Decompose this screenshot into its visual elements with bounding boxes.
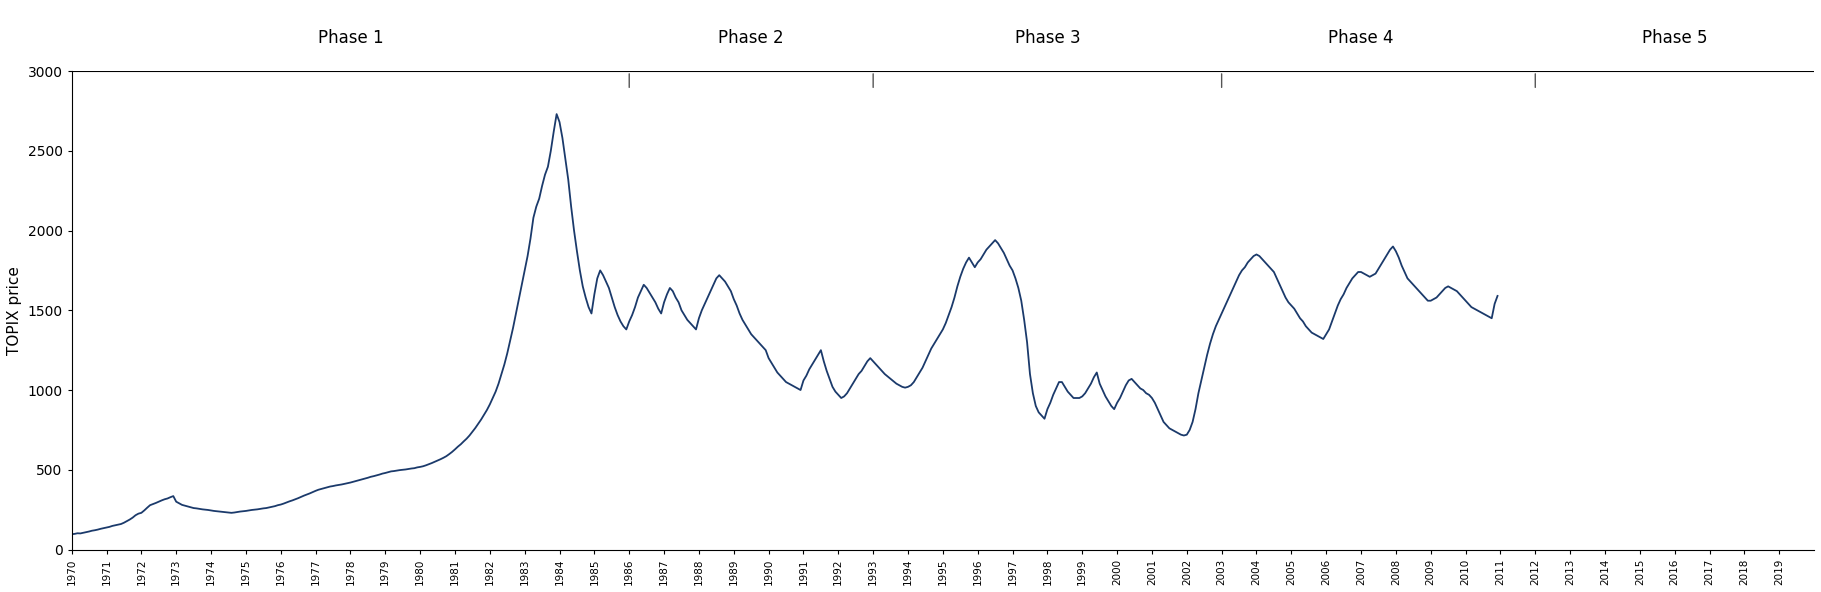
Text: Phase 1: Phase 1	[317, 29, 382, 47]
Text: Phase 2: Phase 2	[717, 29, 785, 47]
Text: Phase 4: Phase 4	[1328, 29, 1393, 47]
Text: Phase 3: Phase 3	[1014, 29, 1080, 47]
Y-axis label: TOPIX price: TOPIX price	[7, 266, 22, 355]
Text: Phase 5: Phase 5	[1643, 29, 1708, 47]
